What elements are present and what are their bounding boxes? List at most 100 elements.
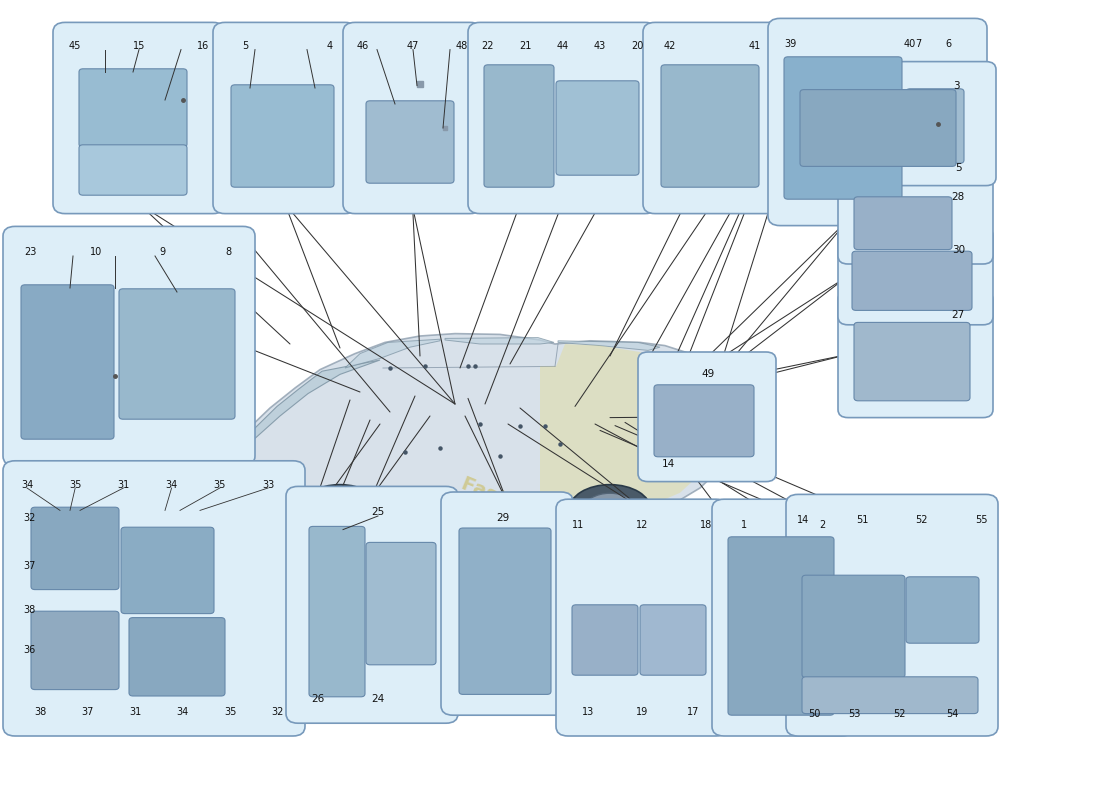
FancyBboxPatch shape xyxy=(838,176,993,264)
Ellipse shape xyxy=(299,485,381,534)
Text: 44: 44 xyxy=(557,42,569,51)
FancyBboxPatch shape xyxy=(213,22,358,214)
Polygon shape xyxy=(248,360,380,440)
FancyBboxPatch shape xyxy=(854,197,952,250)
FancyBboxPatch shape xyxy=(768,18,987,226)
Text: 24: 24 xyxy=(372,694,385,704)
Text: 14: 14 xyxy=(796,515,810,525)
FancyBboxPatch shape xyxy=(31,507,119,590)
Text: 49: 49 xyxy=(702,370,715,379)
Text: 21: 21 xyxy=(519,42,531,51)
FancyBboxPatch shape xyxy=(640,605,706,675)
FancyBboxPatch shape xyxy=(784,57,902,199)
FancyBboxPatch shape xyxy=(366,542,436,665)
Text: 36: 36 xyxy=(23,646,35,655)
Text: 50: 50 xyxy=(808,710,821,719)
Text: 3: 3 xyxy=(953,81,959,90)
Text: 37: 37 xyxy=(23,562,35,571)
Text: 19: 19 xyxy=(636,707,648,717)
Text: 18: 18 xyxy=(700,520,712,530)
FancyBboxPatch shape xyxy=(802,575,905,678)
Text: 35: 35 xyxy=(224,707,236,717)
FancyBboxPatch shape xyxy=(644,22,782,214)
Ellipse shape xyxy=(569,485,651,534)
FancyBboxPatch shape xyxy=(79,145,187,195)
Text: 40: 40 xyxy=(904,39,916,49)
FancyBboxPatch shape xyxy=(786,62,996,186)
Text: 30: 30 xyxy=(952,245,965,254)
Text: 22: 22 xyxy=(482,42,494,51)
Text: 33: 33 xyxy=(262,480,274,490)
Text: 6: 6 xyxy=(945,39,952,49)
FancyBboxPatch shape xyxy=(800,90,956,166)
Ellipse shape xyxy=(584,494,637,526)
Text: 41: 41 xyxy=(749,42,761,51)
Polygon shape xyxy=(558,341,660,350)
FancyBboxPatch shape xyxy=(343,22,482,214)
Polygon shape xyxy=(218,334,718,514)
Text: 11: 11 xyxy=(572,520,584,530)
Polygon shape xyxy=(540,344,716,512)
FancyBboxPatch shape xyxy=(906,577,979,643)
FancyBboxPatch shape xyxy=(638,352,776,482)
FancyBboxPatch shape xyxy=(3,461,305,736)
FancyBboxPatch shape xyxy=(786,494,998,736)
Text: 7: 7 xyxy=(915,39,921,49)
Text: 45: 45 xyxy=(69,42,81,51)
Text: 35: 35 xyxy=(213,480,226,490)
Text: 39: 39 xyxy=(784,39,796,49)
Text: 17: 17 xyxy=(686,707,700,717)
Text: 5: 5 xyxy=(955,163,961,173)
Text: 27: 27 xyxy=(952,310,965,320)
FancyBboxPatch shape xyxy=(459,528,551,694)
FancyBboxPatch shape xyxy=(286,486,458,723)
Text: 10: 10 xyxy=(90,247,102,257)
FancyBboxPatch shape xyxy=(906,89,964,163)
FancyBboxPatch shape xyxy=(556,81,639,175)
Text: 1: 1 xyxy=(741,520,747,530)
FancyBboxPatch shape xyxy=(728,537,834,715)
Text: 29: 29 xyxy=(496,513,509,522)
FancyBboxPatch shape xyxy=(121,527,214,614)
Text: 16: 16 xyxy=(197,42,209,51)
Text: 23: 23 xyxy=(24,247,36,257)
Text: 42: 42 xyxy=(663,42,676,51)
Text: 12: 12 xyxy=(636,520,648,530)
FancyBboxPatch shape xyxy=(712,499,854,736)
FancyBboxPatch shape xyxy=(129,618,226,696)
Text: 47: 47 xyxy=(406,42,419,51)
Text: 55: 55 xyxy=(975,515,988,525)
Text: 34: 34 xyxy=(165,480,178,490)
Text: 28: 28 xyxy=(952,192,965,202)
FancyBboxPatch shape xyxy=(119,289,235,419)
Text: 26: 26 xyxy=(311,694,324,704)
Text: 15: 15 xyxy=(133,42,145,51)
Text: 53: 53 xyxy=(848,710,860,719)
Text: 13: 13 xyxy=(582,707,594,717)
FancyBboxPatch shape xyxy=(3,226,255,466)
Text: 38: 38 xyxy=(34,707,46,717)
FancyBboxPatch shape xyxy=(21,285,114,439)
Text: 38: 38 xyxy=(23,606,35,615)
FancyBboxPatch shape xyxy=(654,385,754,457)
Polygon shape xyxy=(345,339,440,368)
Text: 32: 32 xyxy=(272,707,284,717)
FancyBboxPatch shape xyxy=(441,492,573,715)
FancyBboxPatch shape xyxy=(31,611,119,690)
Text: 52: 52 xyxy=(893,710,905,719)
FancyBboxPatch shape xyxy=(661,65,759,187)
Text: Fastuner Parts 1104: Fastuner Parts 1104 xyxy=(459,474,671,574)
FancyBboxPatch shape xyxy=(852,251,972,310)
Text: 31: 31 xyxy=(118,480,130,490)
Text: 20: 20 xyxy=(630,42,644,51)
Text: 43: 43 xyxy=(594,42,606,51)
Text: 32: 32 xyxy=(23,514,35,523)
FancyBboxPatch shape xyxy=(366,101,454,183)
Text: 5: 5 xyxy=(242,42,249,51)
FancyBboxPatch shape xyxy=(854,322,970,401)
Text: 35: 35 xyxy=(69,480,81,490)
Text: 14: 14 xyxy=(661,459,674,469)
Ellipse shape xyxy=(314,494,366,526)
FancyBboxPatch shape xyxy=(802,677,978,714)
Text: 34: 34 xyxy=(177,707,189,717)
